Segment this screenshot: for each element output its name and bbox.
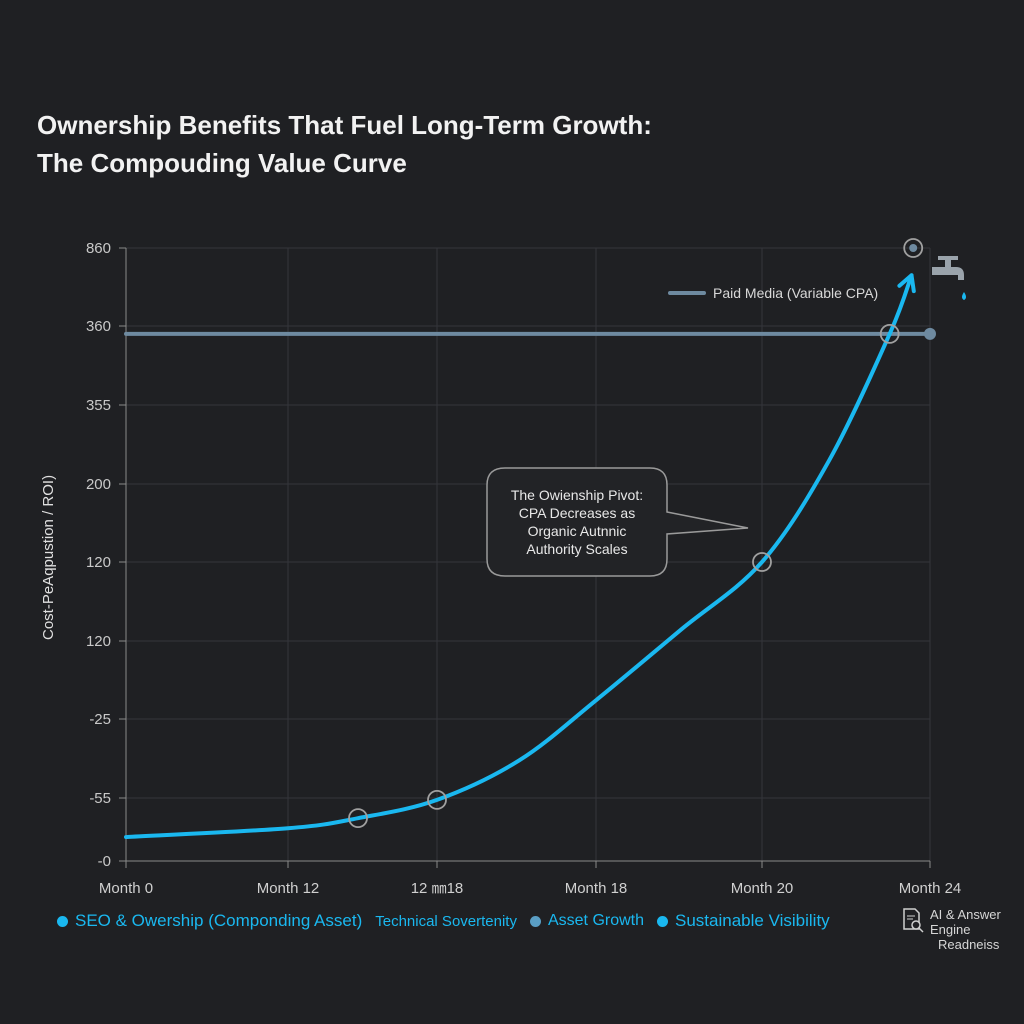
y-tick-label: -55 <box>89 790 111 807</box>
ai-label-line: Engine <box>930 922 971 937</box>
document-search-icon <box>903 908 924 933</box>
paid-media-legend: Paid Media (Variable CPA) <box>668 285 878 301</box>
y-axis-label: Cost-PeAqpustion / ROI) <box>40 475 57 640</box>
x-tick-label: Month 24 <box>899 880 962 897</box>
series-seo-marker <box>427 789 447 810</box>
x-tick-label: Month 20 <box>731 880 794 897</box>
annotation-ownership-pivot: The Owienship Pivot: CPA Decreases as Or… <box>487 468 667 576</box>
top-target-marker <box>903 238 924 258</box>
x-tick-label: 12 ㎜18 <box>411 880 464 897</box>
legend-item-sustainable: Sustainable Visibility <box>657 911 830 931</box>
title-line-2: The Compouding Value Curve <box>37 148 407 178</box>
series-seo-ownership-line <box>124 273 914 840</box>
legend-label: Sustainable Visibility <box>675 911 830 930</box>
legend-dot <box>529 915 541 927</box>
chart-title: Ownership Benefits That Fuel Long-Term G… <box>37 106 652 182</box>
paid-media-legend-swatch <box>668 291 706 295</box>
x-tick-label: Month 18 <box>565 880 628 897</box>
callout-bubble <box>486 467 749 577</box>
annotation-line: Organic Autnnic <box>527 523 627 539</box>
series-seo-marker <box>348 808 368 829</box>
legend-item-technical: Technical Sovertenity <box>375 913 517 930</box>
annotation-line: The Owienship Pivot: <box>510 487 644 503</box>
series-seo-arrowhead <box>897 273 916 294</box>
y-tick-label: -25 <box>89 711 111 728</box>
legend-label: SEO & Owership (Componding Asset) <box>75 911 363 930</box>
series-seo-marker <box>752 552 772 572</box>
y-tick-label: 120 <box>86 633 111 650</box>
legend-label: Asset Growth <box>547 912 645 929</box>
water-faucet-icon <box>932 256 966 300</box>
ai-label-line: AI & Answer <box>930 907 1001 922</box>
ai-label-line: Readneiss <box>938 937 1000 952</box>
y-tick-label: 120 <box>86 554 111 571</box>
bottom-legend: SEO & Owership (Componding Asset) Techni… <box>57 911 843 931</box>
ai-readiness-label: AI & Answer Engine Readneiss <box>902 907 1001 952</box>
legend-item-asset-growth: Asset Growth <box>529 912 645 930</box>
y-tick-label: 355 <box>86 397 111 414</box>
annotation-line: Authority Scales <box>526 541 628 557</box>
paid-media-legend-label: Paid Media (Variable CPA) <box>713 285 879 301</box>
legend-dot <box>57 915 68 927</box>
x-tick-label: Month 0 <box>99 880 153 897</box>
series-seo-marker <box>879 323 900 344</box>
title-line-1: Ownership Benefits That Fuel Long-Term G… <box>37 110 652 140</box>
legend-label: Technical Sovertenity <box>375 912 517 930</box>
y-tick-label: 360 <box>86 318 111 335</box>
y-tick-label: 860 <box>86 240 111 257</box>
annotation-line: CPA Decreases as <box>518 505 636 521</box>
y-tick-label: 200 <box>86 476 111 493</box>
legend-dot <box>657 915 669 927</box>
top-target-marker-center <box>909 244 918 252</box>
y-tick-label: -0 <box>98 853 111 870</box>
x-tick-label: Month 12 <box>257 880 320 897</box>
legend-item-seo: SEO & Owership (Componding Asset) <box>57 911 362 931</box>
series-paid-media-end-point <box>924 327 936 340</box>
